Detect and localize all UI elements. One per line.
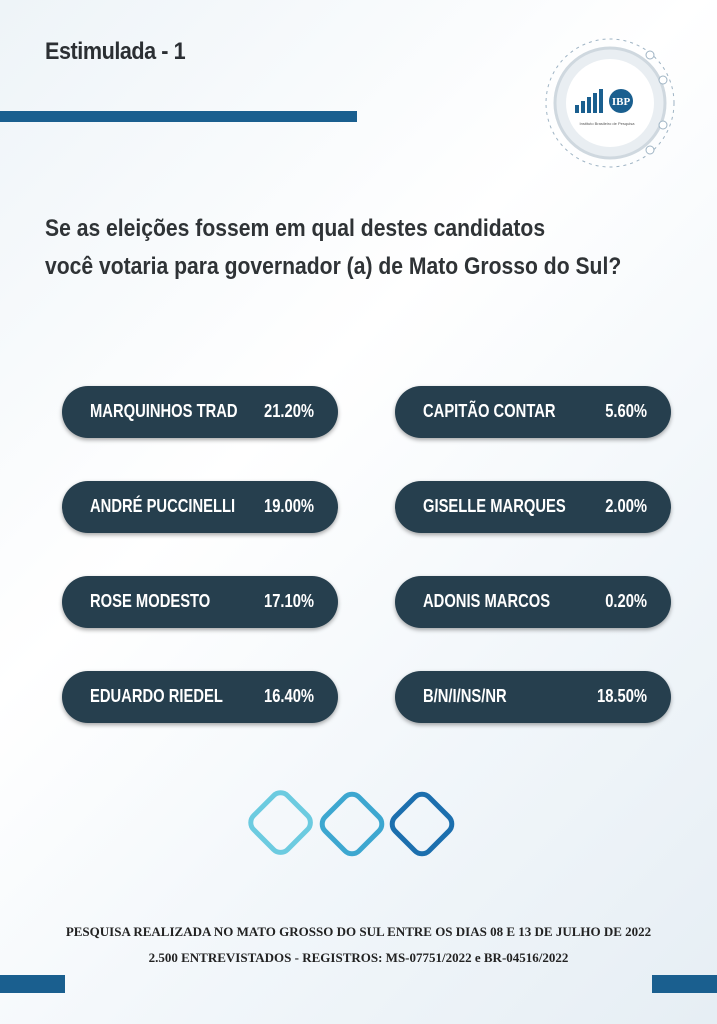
page-title: Estimulada - 1	[45, 38, 186, 65]
candidate-percent: 16.40%	[263, 686, 314, 706]
candidate-percent: 19.00%	[263, 496, 314, 516]
footer-line: PESQUISA REALIZADA NO MATO GROSSO DO SUL…	[65, 924, 652, 939]
logo-mark: IBP	[612, 96, 631, 108]
result-pill: ANDRÉ PUCCINELLI 19.00%	[62, 481, 338, 533]
candidate-percent: 21.20%	[263, 401, 314, 421]
candidate-name: GISELLE MARQUES	[423, 496, 566, 516]
candidate-name: ANDRÉ PUCCINELLI	[90, 496, 236, 516]
result-pill: CAPITÃO CONTAR 5.60%	[395, 386, 671, 438]
question-line: Se as eleições fossem em qual destes can…	[45, 215, 546, 242]
candidate-name: ROSE MODESTO	[90, 591, 211, 611]
result-pill: ADONIS MARCOS 0.20%	[395, 576, 671, 628]
result-pill: MARQUINHOS TRAD 21.20%	[62, 386, 338, 438]
candidate-percent: 0.20%	[605, 591, 647, 611]
header-bar	[0, 111, 357, 122]
decoration	[248, 790, 455, 857]
footer-bar	[0, 975, 65, 993]
candidate-name: CAPITÃO CONTAR	[423, 401, 556, 421]
candidate-name: ADONIS MARCOS	[423, 591, 551, 611]
result-pill: EDUARDO RIEDEL 16.40%	[62, 671, 338, 723]
logo: IBP Instituto Brasileiro de Pesquisa	[545, 38, 675, 168]
footer-line: 2.500 ENTREVISTADOS - REGISTROS: MS-0775…	[148, 950, 569, 965]
logo-caption: Instituto Brasileiro de Pesquisa	[580, 121, 636, 126]
candidate-percent: 5.60%	[605, 401, 647, 421]
result-pill: GISELLE MARQUES 2.00%	[395, 481, 671, 533]
result-pill: B/N/I/NS/NR 18.50%	[395, 671, 671, 723]
candidate-name: MARQUINHOS TRAD	[90, 401, 238, 421]
result-pill: ROSE MODESTO 17.10%	[62, 576, 338, 628]
candidate-name: EDUARDO RIEDEL	[90, 686, 223, 706]
question-line: você votaria para governador (a) de Mato…	[45, 253, 622, 280]
candidate-percent: 18.50%	[596, 686, 647, 706]
candidate-name: B/N/I/NS/NR	[423, 686, 507, 706]
footer-bar	[652, 975, 717, 993]
candidate-percent: 17.10%	[263, 591, 314, 611]
candidate-percent: 2.00%	[605, 496, 647, 516]
